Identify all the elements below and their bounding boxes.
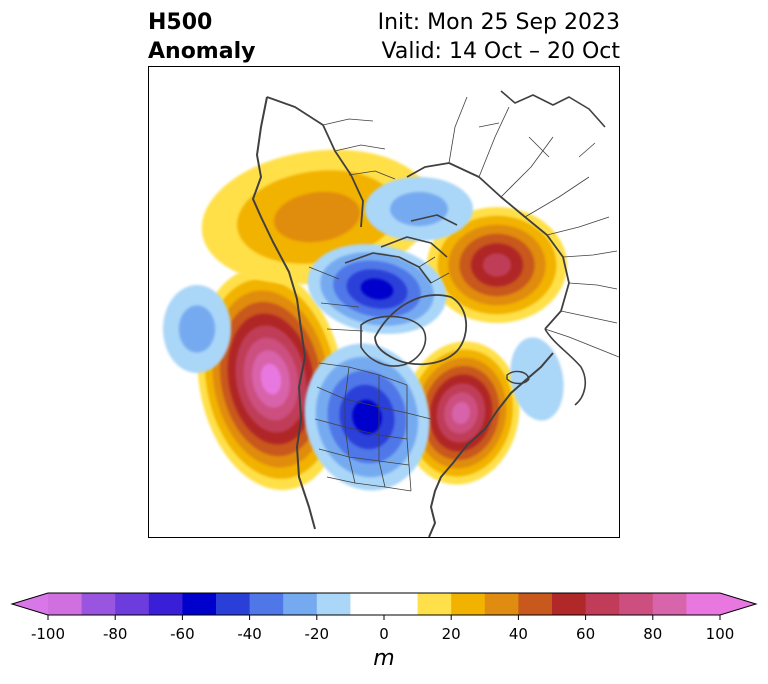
- colorbar-segment: [283, 593, 318, 615]
- coastline-north-america-west: [252, 96, 316, 530]
- init-date-label: Init: Mon 25 Sep 2023: [377, 10, 620, 35]
- borders-eurasia: [448, 96, 619, 358]
- colorbar-segment: [148, 593, 183, 615]
- coastline-hudson-bay: [360, 315, 427, 367]
- colorbar-segment: [619, 593, 654, 615]
- contour-band: [260, 363, 282, 395]
- colorbar-tick-label: 20: [441, 625, 461, 643]
- colorbar-tick-label: -100: [30, 625, 66, 643]
- colorbar-unit-label: m: [373, 646, 395, 671]
- colorbar-segment: [316, 593, 351, 615]
- colorbar-segment: [552, 593, 586, 615]
- map-title: H500 Anomaly: [148, 8, 255, 66]
- coastline-greenland: [374, 294, 468, 366]
- contour-band: [390, 191, 448, 227]
- anomaly-center-9: [510, 337, 564, 421]
- colorbar-segment: [686, 593, 721, 615]
- anomaly-center-8: [365, 177, 473, 241]
- colorbar-over-arrow: [720, 593, 756, 615]
- borders-north-america: [308, 266, 432, 492]
- anomaly-contours: [163, 149, 567, 491]
- anomaly-map: [148, 66, 620, 538]
- anomaly-center-7: [163, 285, 231, 373]
- colorbar-segment: [652, 593, 687, 615]
- colorbar-segment: [115, 593, 150, 615]
- coastline-north-america-east: [428, 352, 554, 537]
- colorbar-tick-label: 80: [643, 625, 663, 643]
- colorbar-tick-label: -20: [304, 625, 330, 643]
- colorbar-segment: [585, 593, 620, 615]
- contour-band: [352, 399, 382, 435]
- coastline-asia-east: [500, 90, 606, 128]
- date-labels: Init: Mon 25 Sep 2023 Valid: 14 Oct – 20…: [378, 8, 620, 66]
- colorbar-tick-label: -40: [237, 625, 262, 643]
- colorbar-segment: [48, 593, 82, 615]
- title-line-1: H500: [148, 10, 213, 35]
- contour-band: [483, 253, 511, 277]
- colorbar-segment: [484, 593, 519, 615]
- colorbar-segment: [518, 593, 553, 615]
- colorbar-segment: [451, 593, 486, 615]
- anomaly-center-1: [197, 267, 345, 491]
- colorbar-segment: [249, 593, 284, 615]
- coastline-scandinavia: [544, 328, 587, 406]
- colorbar-tick-label: -60: [170, 625, 195, 643]
- colorbar-segment: [81, 593, 116, 615]
- colorbar-tick-label: 0: [379, 625, 389, 643]
- colorbar-segment: [417, 593, 452, 615]
- anomaly-map-canvas: [163, 90, 619, 537]
- colorbar-under-arrow: [12, 593, 48, 615]
- colorbar-segment: [182, 593, 217, 615]
- valid-range-label: Valid: 14 Oct – 20 Oct: [381, 39, 620, 64]
- contour-band: [360, 278, 394, 300]
- colorbar: [10, 592, 758, 620]
- anomaly-center-6: [307, 243, 447, 335]
- contour-band: [452, 401, 470, 425]
- colorbar-segment: [216, 593, 250, 615]
- colorbar-segment: [350, 593, 418, 615]
- colorbar-tick-label: 60: [576, 625, 596, 643]
- contour-band: [178, 305, 216, 353]
- contour-band: [274, 191, 360, 243]
- coastline-iceland: [506, 370, 530, 385]
- coastline-arctic-islands: [344, 214, 458, 284]
- anomaly-center-2: [402, 341, 520, 485]
- title-line-2: Anomaly: [148, 39, 256, 64]
- contour-band: [510, 337, 564, 421]
- colorbar-tick-label: -80: [102, 625, 128, 643]
- colorbar-tick-label: 100: [705, 625, 735, 643]
- coastlines-and-borders: [252, 90, 619, 537]
- anomaly-center-3: [427, 207, 567, 323]
- borders-misc: [322, 118, 450, 284]
- colorbar-tick-label: 40: [508, 625, 528, 643]
